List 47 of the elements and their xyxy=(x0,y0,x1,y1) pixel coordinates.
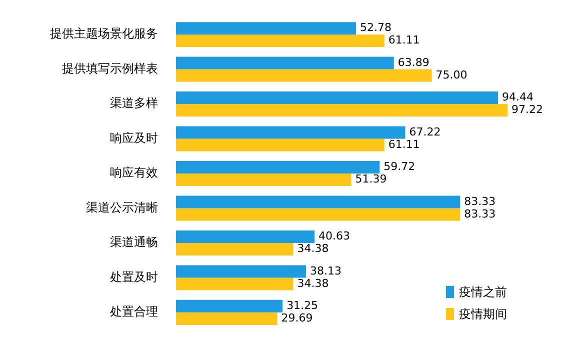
data-label: 51.39 xyxy=(355,172,387,186)
data-label: 83.33 xyxy=(464,194,496,208)
bar xyxy=(176,265,306,278)
data-label: 38.13 xyxy=(310,264,342,278)
y-tick-label: 提供主题场景化服务 xyxy=(50,26,158,41)
data-label: 61.11 xyxy=(388,138,420,151)
bar xyxy=(176,22,356,35)
bar xyxy=(176,69,432,82)
data-label: 52.78 xyxy=(360,21,392,34)
bar xyxy=(176,138,384,152)
bar xyxy=(176,174,352,186)
y-tick-label: 渠道通畅 xyxy=(110,235,158,250)
y-tick-label: 处置及时 xyxy=(110,270,158,284)
bar xyxy=(176,56,394,70)
bar xyxy=(176,196,460,208)
data-label: 94.44 xyxy=(502,90,534,104)
bar xyxy=(176,92,498,104)
data-label: 34.38 xyxy=(297,276,329,290)
y-tick-label: 提供填写示例样表 xyxy=(62,61,158,76)
bar xyxy=(176,104,508,117)
legend-label: 疫情之前 xyxy=(459,285,507,299)
data-label: 75.00 xyxy=(436,68,468,82)
data-label: 40.63 xyxy=(318,230,350,243)
data-label: 83.33 xyxy=(464,207,496,220)
data-label: 97.22 xyxy=(512,103,544,116)
bar xyxy=(176,242,294,256)
data-label: 61.11 xyxy=(388,34,420,47)
data-label: 63.89 xyxy=(398,56,430,69)
y-tick-label: 渠道多样 xyxy=(110,96,158,110)
y-tick-label: 响应及时 xyxy=(110,130,158,145)
y-tick-label: 渠道公示清晰 xyxy=(86,200,158,214)
bar xyxy=(176,278,294,290)
bar xyxy=(176,160,380,174)
data-label: 67.22 xyxy=(409,125,441,138)
data-label: 59.72 xyxy=(384,160,416,174)
data-label: 29.69 xyxy=(281,312,313,325)
data-label: 34.38 xyxy=(297,242,329,256)
y-tick-label: 响应有效 xyxy=(110,166,158,180)
legend-label: 疫情期间 xyxy=(459,307,507,321)
bar xyxy=(176,208,460,221)
data-label: 31.25 xyxy=(286,299,318,312)
bar xyxy=(176,300,283,312)
bar xyxy=(176,312,278,325)
y-tick-label: 处置合理 xyxy=(110,304,158,319)
bar xyxy=(176,34,384,48)
bar xyxy=(176,230,315,243)
bar xyxy=(176,126,406,139)
